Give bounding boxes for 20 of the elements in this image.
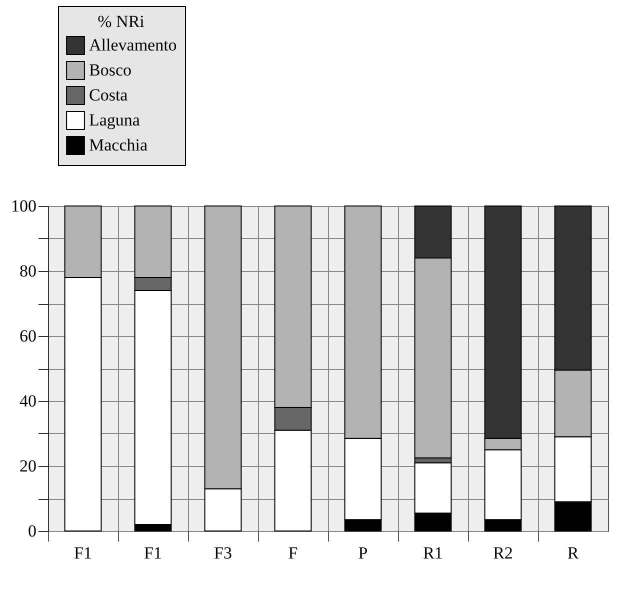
legend-label: Laguna — [89, 110, 140, 130]
legend-label: Allevamento — [89, 36, 177, 54]
x-tick-label: R2 — [493, 544, 513, 562]
x-tick-label: P — [358, 544, 368, 562]
y-tick-label: 0 — [28, 522, 36, 540]
x-tick-label: F3 — [214, 544, 232, 562]
x-tick-label: F — [288, 544, 298, 562]
y-tick-label: 20 — [20, 456, 36, 476]
x-tick-label: R — [567, 544, 580, 562]
x-tick-label: F1 — [74, 544, 92, 562]
x-tick-label: F1 — [144, 544, 162, 562]
y-tick-label: 80 — [20, 262, 36, 280]
y-tick-label: 60 — [20, 326, 36, 346]
y-tick-label: 100 — [11, 196, 36, 216]
legend-title: % NRi — [98, 12, 145, 31]
legend-label: Costa — [89, 86, 128, 104]
x-tick-label: R1 — [423, 544, 443, 562]
legend-label: Macchia — [89, 136, 148, 154]
legend-label: Bosco — [89, 60, 132, 80]
y-tick-label: 40 — [20, 392, 36, 410]
